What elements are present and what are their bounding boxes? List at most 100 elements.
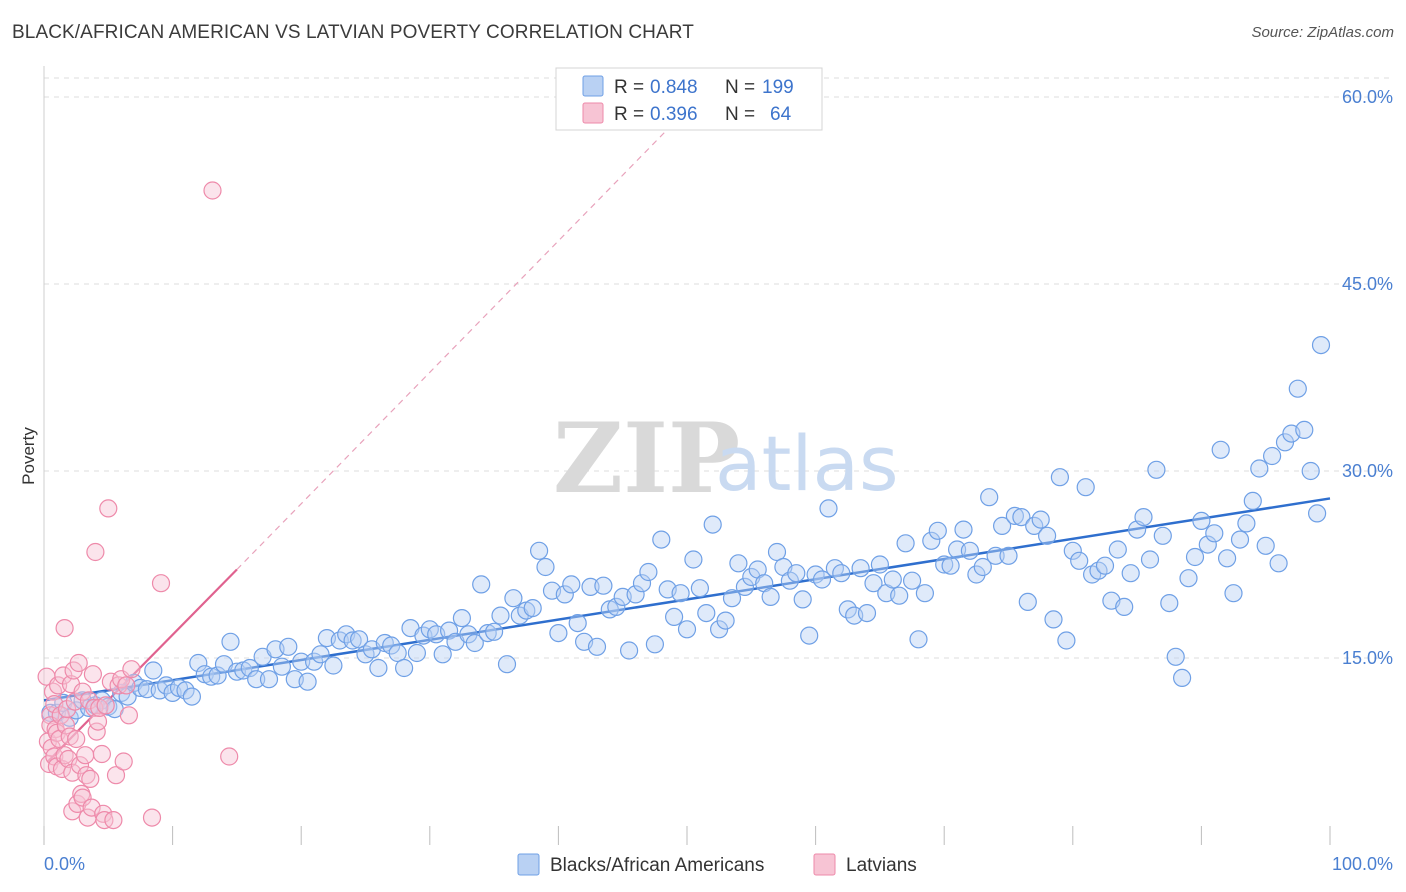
legend-n-label-pink: N = <box>725 104 755 125</box>
point-blacks <box>1205 524 1224 543</box>
point-blacks <box>536 557 555 577</box>
point-blacks <box>716 611 735 630</box>
point-latvians <box>59 749 78 769</box>
point-blacks <box>1250 459 1269 478</box>
point-latvians <box>96 696 115 715</box>
point-blacks <box>497 655 517 674</box>
point-blacks <box>259 670 279 689</box>
point-blacks <box>311 645 330 664</box>
point-blacks <box>1076 478 1095 497</box>
point-latvians <box>122 660 141 679</box>
legend-swatch-pink <box>582 102 604 124</box>
trendline-latvians <box>47 568 238 763</box>
point-blacks <box>793 590 812 609</box>
y-tick-label: 45.0% <box>1342 274 1393 294</box>
point-blacks <box>298 672 317 691</box>
point-blacks <box>935 555 954 574</box>
legend-n-value-pink: 64 <box>770 104 792 125</box>
point-blacks <box>645 635 665 654</box>
point-blacks <box>587 637 607 656</box>
point-blacks <box>1121 564 1140 583</box>
point-blacks <box>1262 446 1282 466</box>
point-blacks <box>240 658 259 678</box>
series-legend-swatch-blue <box>517 853 540 876</box>
point-blacks <box>902 571 922 590</box>
point-latvians <box>55 618 74 638</box>
point-blacks <box>857 603 877 623</box>
point-blacks <box>549 623 568 643</box>
point-blacks <box>619 641 639 660</box>
point-blacks <box>1179 569 1198 588</box>
point-blacks <box>980 488 999 507</box>
point-latvians <box>119 706 138 725</box>
point-blacks <box>986 546 1005 565</box>
point-blacks <box>671 584 690 603</box>
point-blacks <box>703 515 722 534</box>
point-blacks <box>182 687 201 706</box>
point-blacks <box>973 557 992 577</box>
legend-r-label-blue: R = <box>614 77 644 98</box>
point-blacks <box>407 643 426 663</box>
point-blacks <box>1211 440 1230 459</box>
point-blacks <box>1070 551 1089 570</box>
point-blacks <box>395 658 414 678</box>
point-blacks <box>1012 507 1031 527</box>
point-latvians <box>82 798 101 817</box>
point-blacks <box>632 574 652 593</box>
point-blacks <box>1115 597 1134 617</box>
point-blacks <box>1172 668 1192 688</box>
point-blacks <box>324 656 343 675</box>
point-blacks <box>909 630 928 649</box>
points-layer <box>37 181 1331 830</box>
legend-r-value-blue: 0.848 <box>650 77 698 98</box>
point-latvians <box>203 181 222 200</box>
point-blacks <box>607 597 626 617</box>
point-blacks <box>722 589 742 608</box>
point-latvians <box>73 788 92 807</box>
point-blacks <box>890 586 909 605</box>
point-blacks <box>767 542 787 562</box>
point-latvians <box>104 810 123 830</box>
point-blacks <box>639 562 658 582</box>
point-blacks <box>1044 610 1063 629</box>
point-blacks <box>870 555 890 574</box>
point-blacks <box>1140 550 1160 569</box>
legend-n-value-blue: 199 <box>762 77 794 98</box>
stats-legend: R = 0.848 N = 199 R = 0.396 N = 64 <box>555 67 823 131</box>
point-blacks <box>1307 504 1327 523</box>
point-latvians <box>67 729 86 749</box>
point-latvians <box>99 499 118 518</box>
point-blacks <box>1311 336 1331 355</box>
point-blacks <box>864 574 883 593</box>
point-blacks <box>652 530 671 549</box>
series-legend: Blacks/African Americans Latvians <box>517 853 917 876</box>
legend-swatch-blue <box>582 75 604 97</box>
point-blacks <box>664 607 684 627</box>
point-latvians <box>41 706 60 725</box>
point-blacks <box>1230 530 1250 549</box>
point-blacks <box>1147 460 1166 479</box>
point-blacks <box>1288 379 1307 398</box>
point-blacks <box>1185 547 1205 567</box>
point-blacks <box>478 623 497 643</box>
series-legend-label-blue: Blacks/African Americans <box>550 855 764 876</box>
point-blacks <box>729 554 748 573</box>
point-latvians <box>88 712 108 731</box>
point-blacks <box>928 521 947 540</box>
point-blacks <box>954 520 973 539</box>
point-latvians <box>83 665 103 684</box>
point-blacks <box>491 606 510 625</box>
point-blacks <box>1217 549 1237 568</box>
point-blacks <box>305 652 324 671</box>
point-blacks <box>221 632 240 651</box>
point-latvians <box>63 763 82 782</box>
point-blacks <box>896 534 915 553</box>
point-blacks <box>1050 468 1070 487</box>
point-blacks <box>1005 506 1025 526</box>
point-blacks <box>465 633 484 653</box>
x-tick-label-right: 100.0% <box>1332 854 1393 874</box>
point-blacks <box>272 657 291 676</box>
watermark: ZIP atlas <box>553 402 899 515</box>
point-latvians <box>117 676 136 695</box>
